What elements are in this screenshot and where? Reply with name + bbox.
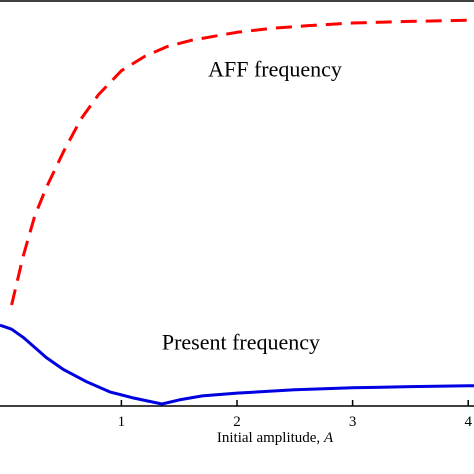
x-axis-title-variable: A xyxy=(323,430,334,446)
x-axis-title: Initial amplitude, A xyxy=(217,430,334,446)
x-tick-label: 1 xyxy=(118,414,126,430)
series-layer xyxy=(0,18,474,406)
x-tick-label: 4 xyxy=(464,414,472,430)
annotation-layer: AFF frequency Present frequency xyxy=(162,57,342,355)
x-tick-label: 2 xyxy=(233,414,241,430)
x-ticks: 1 2 3 4 xyxy=(118,400,472,430)
aff-frequency-line xyxy=(10,18,474,306)
x-tick-label: 3 xyxy=(349,414,357,430)
present-frequency-line xyxy=(0,323,474,406)
aff-frequency-label: AFF frequency xyxy=(208,57,342,82)
present-frequency-label: Present frequency xyxy=(162,329,320,354)
x-axis-title-text: Initial amplitude, xyxy=(217,430,324,446)
